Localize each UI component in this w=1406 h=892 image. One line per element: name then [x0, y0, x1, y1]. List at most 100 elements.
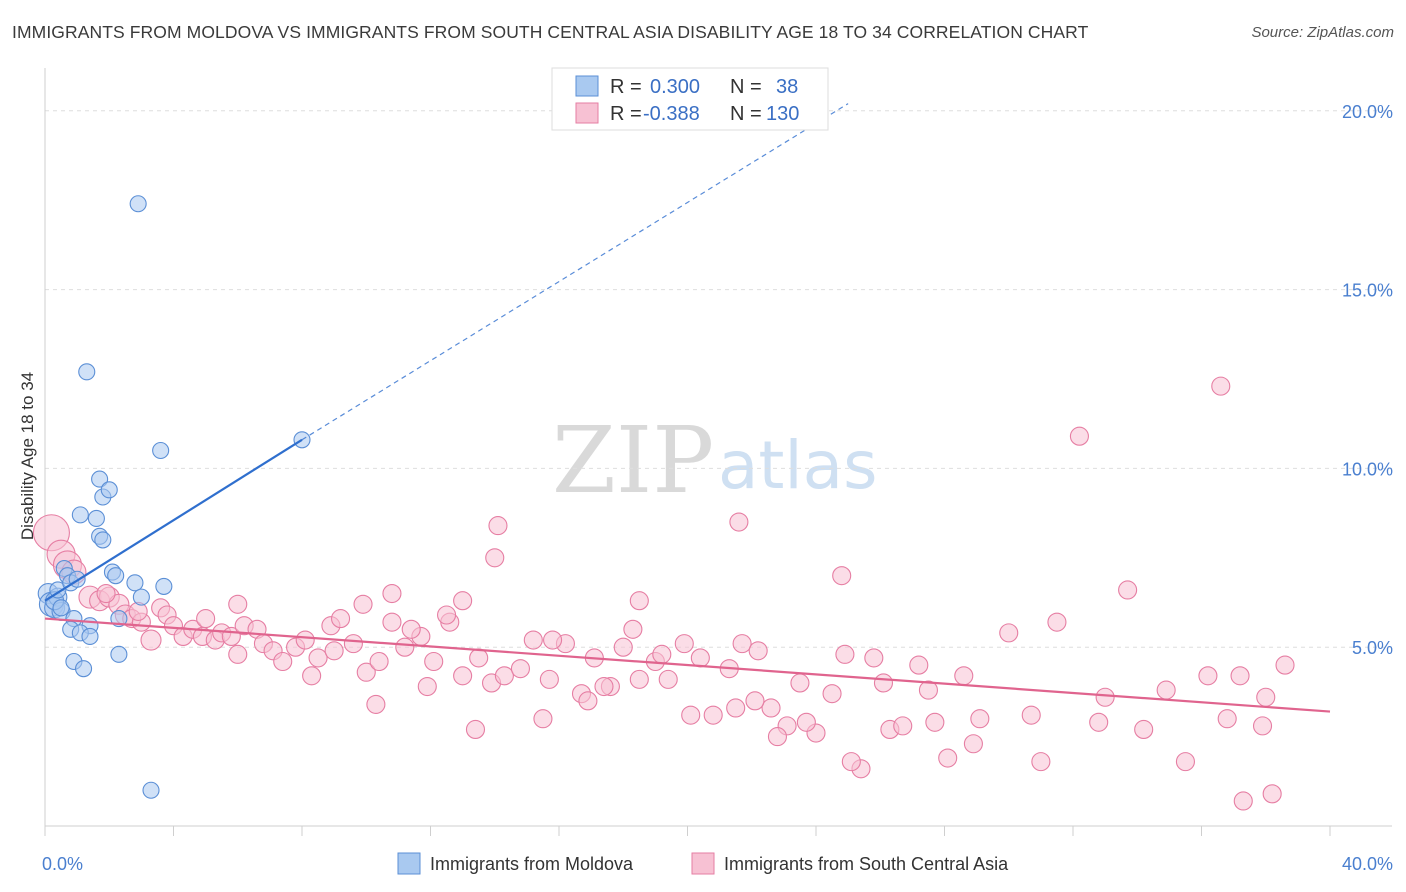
point-s1-64: [790, 673, 810, 693]
point-s0-24: [126, 574, 144, 592]
legend-n-label-south-central-asia: N =: [730, 103, 762, 125]
y-tick-label-1: 10.0%: [1342, 459, 1393, 479]
data-points: [32, 195, 1295, 811]
series-legend-label-moldova: Immigrants from Moldova: [430, 854, 634, 874]
trend-lines: [44, 103, 1331, 713]
legend-r-value-moldova: 0.300: [650, 76, 700, 98]
point-s1-102: [128, 601, 148, 621]
point-s1-106: [543, 630, 563, 650]
chart-title: IMMIGRANTS FROM MOLDOVA VS IMMIGRANTS FR…: [12, 22, 1089, 42]
point-s1-92: [488, 516, 508, 536]
point-s0-20: [152, 441, 170, 460]
point-s1-39: [424, 651, 444, 672]
x-tick-labels: 0.0% 40.0%: [42, 854, 1393, 874]
series-legend: Immigrants from Moldova Immigrants from …: [397, 852, 1009, 875]
point-s1-27: [273, 651, 293, 672]
point-s1-77: [999, 623, 1019, 643]
point-s1-94: [729, 512, 749, 532]
point-s1-90: [1262, 784, 1282, 804]
point-s1-118: [1156, 680, 1176, 700]
point-s1-129: [841, 752, 861, 772]
point-s1-61: [748, 641, 768, 661]
point-s1-82: [1134, 719, 1154, 739]
y-tick-label-2: 15.0%: [1342, 281, 1393, 301]
point-s1-46: [523, 630, 543, 650]
point-s1-116: [1021, 705, 1041, 725]
x-tick-label-0: 0.0%: [42, 854, 83, 874]
legend-r-label-moldova: R =: [610, 76, 642, 98]
point-s1-108: [623, 619, 643, 639]
point-s1-76: [970, 709, 990, 729]
point-s1-127: [681, 705, 701, 725]
y-tick-label-0: 5.0%: [1352, 638, 1393, 658]
point-s1-101: [96, 583, 116, 604]
point-s1-104: [401, 619, 421, 639]
point-s1-55: [658, 669, 678, 689]
point-s1-37: [395, 637, 415, 657]
point-s1-79: [1047, 612, 1067, 632]
point-s1-125: [533, 709, 553, 729]
point-s0-11: [71, 506, 89, 524]
point-s0-37: [52, 599, 70, 617]
point-s0-36: [142, 781, 160, 799]
point-s1-72: [909, 655, 929, 675]
point-s1-58: [703, 705, 723, 725]
point-s1-22: [228, 644, 248, 664]
trend-line-1: [44, 617, 1331, 713]
point-s1-86: [1230, 666, 1250, 686]
legend-n-value-moldova: 38: [776, 76, 798, 98]
point-s1-117: [1089, 712, 1109, 732]
point-s1-121: [324, 641, 344, 661]
point-s1-88: [1275, 655, 1295, 675]
legend-n-value-south-central-asia: 130: [766, 103, 799, 125]
point-s0-15: [91, 470, 109, 488]
point-s1-78: [1031, 752, 1051, 772]
axes: [44, 68, 1392, 836]
legend-swatch-moldova: [575, 75, 599, 97]
series-legend-swatch-moldova: [397, 852, 421, 875]
y-axis-label: Disability Age 18 to 34: [18, 372, 37, 540]
point-s1-62: [761, 698, 781, 718]
legend-swatch-south-central-asia: [575, 102, 599, 124]
point-s1-52: [613, 637, 633, 657]
point-s1-85: [1211, 376, 1231, 396]
y-tick-labels: 5.0% 10.0% 15.0% 20.0%: [1342, 102, 1393, 658]
point-s1-95: [832, 566, 852, 586]
point-s1-18: [196, 609, 216, 629]
series-points-0: [37, 195, 311, 799]
point-s1-122: [366, 694, 386, 714]
point-s0-18: [78, 363, 96, 381]
point-s1-80: [1069, 426, 1089, 446]
point-s1-45: [510, 659, 531, 679]
point-s0-34: [75, 660, 93, 678]
series-legend-swatch-south-central-asia: [691, 852, 715, 875]
point-s0-25: [155, 577, 173, 595]
legend-r-label-south-central-asia: R =: [610, 103, 642, 125]
point-s1-120: [302, 666, 322, 686]
point-s1-83: [1175, 752, 1195, 772]
point-s0-19: [129, 195, 147, 213]
point-s1-113: [873, 673, 894, 693]
point-s1-114: [918, 680, 938, 700]
point-s1-112: [796, 712, 816, 732]
point-s1-110: [726, 698, 746, 718]
point-s1-44: [494, 666, 514, 686]
legend-n-label-moldova: N =: [730, 76, 762, 98]
point-s1-32: [330, 609, 351, 629]
watermark-zip: ZIP: [552, 407, 714, 514]
chart-source: Source: ZipAtlas.com: [1251, 24, 1394, 41]
point-s1-53: [629, 669, 649, 689]
point-s1-128: [767, 727, 788, 747]
point-s0-32: [81, 627, 99, 646]
point-s1-75: [954, 666, 974, 686]
point-s1-74: [938, 748, 958, 768]
watermark-atlas: atlas: [718, 427, 878, 504]
point-s1-87: [1256, 687, 1276, 707]
point-s0-23: [107, 567, 125, 585]
point-s1-69: [864, 648, 884, 668]
point-s1-107: [578, 691, 598, 711]
point-s1-73: [925, 712, 945, 732]
point-s1-119: [1217, 709, 1237, 729]
point-s0-17: [100, 481, 118, 499]
point-s1-29: [295, 630, 315, 650]
